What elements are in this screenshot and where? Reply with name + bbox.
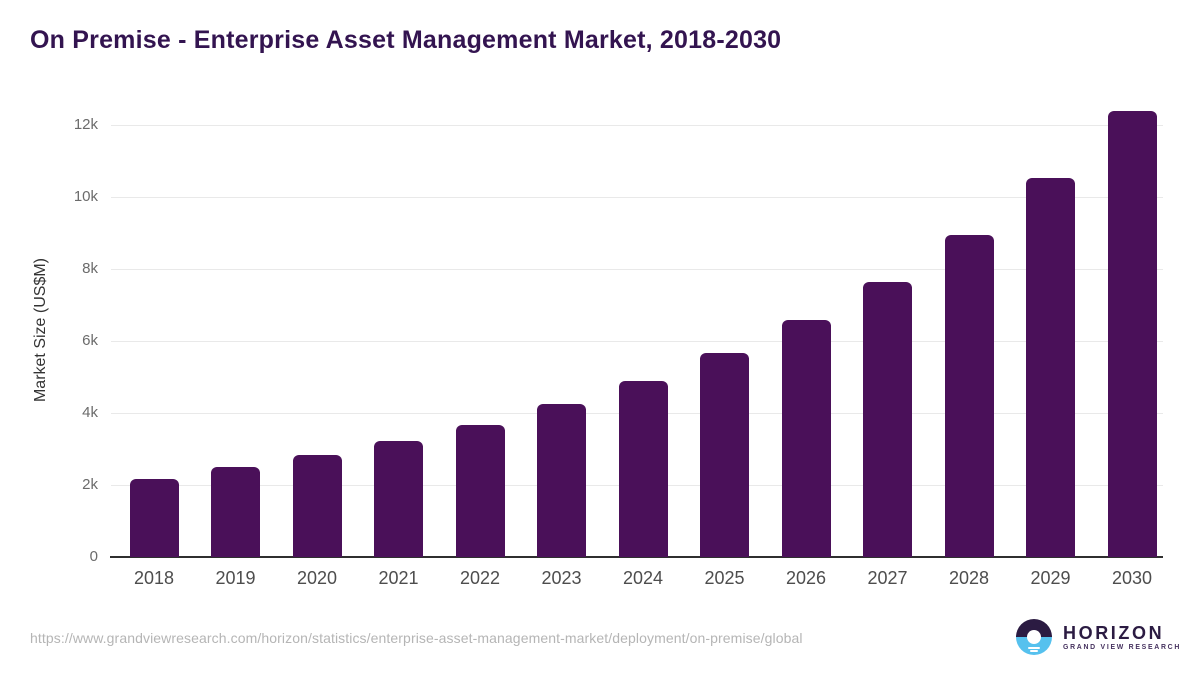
x-tick-label-2029: 2029: [1030, 568, 1071, 588]
x-tick-label-2026: 2026: [785, 568, 827, 588]
x-axis-line: [110, 556, 1163, 558]
sun-reflection-line: [1030, 650, 1038, 652]
plot-area: 2018 2019 2020 2021 2022 2023 2024 2025 2026 2027…: [110, 100, 1163, 588]
bar-2024: [618, 380, 668, 557]
bar-2023: [537, 404, 586, 557]
x-tick-label-2018: 2018: [133, 568, 175, 588]
x-tick-label-2024: 2024: [622, 568, 664, 588]
x-tick-label-2020: 2020: [296, 568, 338, 588]
y-axis-labels: 0 2k 4k 6k 8k 10k 12k: [0, 100, 98, 565]
x-tick-label-2025: 2025: [704, 568, 745, 588]
bar-2025: [700, 353, 749, 557]
y-tick-label-12k: 12k: [73, 116, 98, 133]
sun-reflection-line: [1028, 646, 1040, 649]
x-tick-label-2019: 2019: [215, 568, 256, 588]
sun-icon: [1027, 630, 1041, 644]
source-url: https://www.grandviewresearch.com/horizo…: [30, 630, 803, 646]
horizon-logo: HORIZON GRAND VIEW RESEARCH: [1016, 619, 1181, 655]
y-tick-label-0: 0: [89, 548, 98, 565]
bar-2022: [455, 424, 505, 557]
x-tick-label-2028: 2028: [948, 568, 990, 588]
x-tick-label-2022: 2022: [459, 568, 501, 588]
bar-2027: [863, 282, 912, 557]
logo-text: HORIZON GRAND VIEW RESEARCH: [1063, 623, 1181, 651]
bar-2028: [944, 234, 994, 557]
y-tick-label-10k: 10k: [73, 188, 98, 205]
gridline-8k: [111, 268, 1163, 270]
bar-2026: [781, 320, 831, 557]
bar-2021: [374, 441, 423, 557]
bar-2030: [1107, 110, 1157, 557]
bar-2018: [129, 478, 179, 557]
gridline-6k: [111, 340, 1163, 342]
logo-subtitle: GRAND VIEW RESEARCH: [1063, 644, 1182, 651]
bar-2019: [211, 467, 260, 557]
logo-name: HORIZON: [1063, 623, 1165, 643]
x-tick-label-2021: 2021: [378, 568, 419, 588]
gridline-12k: [111, 124, 1163, 126]
page-title: On Premise - Enterprise Asset Management…: [30, 26, 782, 54]
x-tick-label-2030: 2030: [1111, 568, 1153, 588]
gridline-10k: [111, 196, 1163, 198]
y-tick-label-4k: 4k: [82, 404, 98, 421]
y-tick-label-8k: 8k: [82, 260, 98, 277]
y-tick-label-6k: 6k: [82, 332, 98, 349]
bar-2029: [1026, 178, 1075, 557]
x-tick-label-2027: 2027: [867, 568, 908, 588]
x-tick-label-2023: 2023: [541, 568, 582, 588]
bar-2020: [292, 454, 342, 557]
y-tick-label-2k: 2k: [82, 476, 98, 493]
horizon-sunrise-icon: [1016, 619, 1052, 655]
